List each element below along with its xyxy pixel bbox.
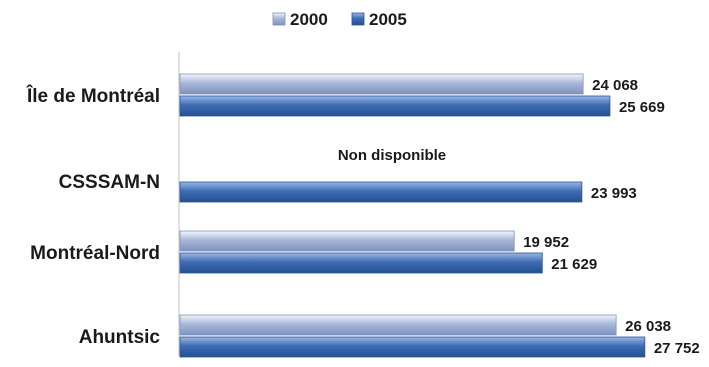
category-label: CSSSAM-N (59, 172, 160, 193)
annotation-label: Non disponible (338, 147, 446, 164)
bar-2000 (179, 314, 617, 336)
data-label: 23 993 (591, 185, 637, 202)
data-label: 25 669 (619, 99, 665, 116)
legend-swatch-2005 (351, 12, 365, 26)
bar-2005 (179, 336, 646, 358)
bar-2005 (179, 252, 543, 274)
legend-label: 2000 (290, 10, 328, 29)
category-label: Île de Montréal (26, 85, 160, 107)
legend-swatch-2000 (272, 12, 286, 26)
plot-area: Île de Montréal CSSSAM-N Montréal-Nord Ahun… (26, 73, 700, 358)
bar-2005 (179, 95, 611, 117)
legend-label: 2005 (369, 10, 407, 29)
bar-2000 (179, 230, 515, 252)
data-label: 19 952 (523, 234, 569, 251)
data-label: 26 038 (625, 318, 671, 335)
category-label: Ahuntsic (79, 327, 161, 348)
bar-2000 (179, 73, 584, 95)
bar-2005 (179, 181, 583, 203)
data-label: 24 068 (592, 77, 638, 94)
category-label: Montréal-Nord (30, 243, 160, 264)
legend: 2000 2005 (272, 10, 407, 29)
data-label: 21 629 (551, 256, 597, 273)
data-label: 27 752 (654, 340, 700, 357)
